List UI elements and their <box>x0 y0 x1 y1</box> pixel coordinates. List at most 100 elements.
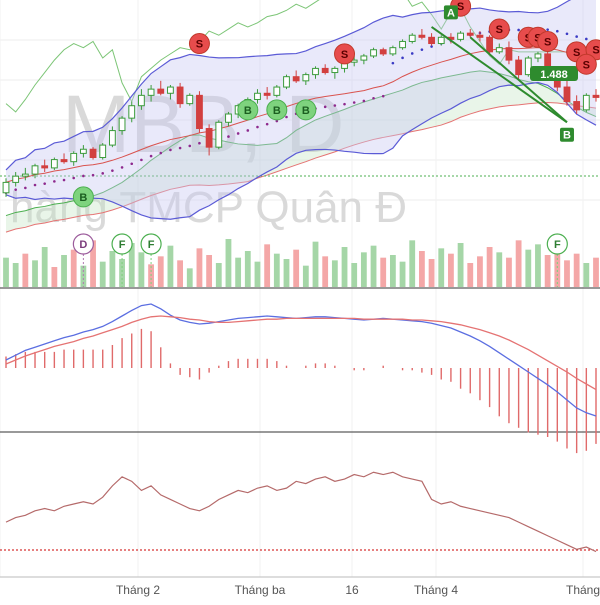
pattern-trendline <box>430 26 568 124</box>
candle-body <box>196 94 203 130</box>
candle-body <box>79 148 87 154</box>
sell-signal: S <box>537 30 559 52</box>
sar-dot <box>111 169 114 172</box>
candle <box>534 51 542 63</box>
candle <box>495 43 503 54</box>
volume-bar <box>99 261 106 287</box>
sar-dot <box>178 146 182 150</box>
volume-bar <box>61 255 67 287</box>
volume-bar <box>409 240 416 287</box>
sar-dot <box>323 105 327 109</box>
volume-bar <box>157 256 164 287</box>
candle <box>12 172 20 187</box>
sar-dot <box>227 135 230 138</box>
event-label: F <box>554 239 561 251</box>
candle <box>524 55 532 77</box>
candle-body <box>205 128 213 148</box>
volume-bar <box>312 241 319 287</box>
volume-bar <box>496 252 503 287</box>
rsi-panel <box>0 471 600 553</box>
volume-bar <box>302 265 309 287</box>
candle <box>186 93 194 106</box>
sar-dot <box>82 174 85 178</box>
candle-body <box>60 159 68 163</box>
sar-dot <box>275 119 279 123</box>
volume-bar <box>215 263 222 287</box>
candle <box>21 167 29 181</box>
sar-dot <box>585 37 588 41</box>
sar-dot <box>188 144 192 148</box>
candle-body <box>466 32 474 36</box>
candle-body <box>515 59 523 76</box>
sar-dot <box>410 52 414 55</box>
volume-bar <box>32 260 38 287</box>
candle-body <box>534 53 542 59</box>
candle-body <box>389 47 397 55</box>
x-tick-label: 16 <box>345 583 359 597</box>
candle <box>31 163 39 179</box>
buy-signal: B <box>295 99 317 121</box>
volume-bar <box>273 253 280 287</box>
candle <box>215 120 223 150</box>
signal-badge <box>537 30 559 52</box>
volume-bar <box>254 261 261 287</box>
sar-dot <box>391 61 395 65</box>
volume-bar <box>486 247 493 287</box>
candle <box>147 84 155 102</box>
sar-dot <box>556 29 559 33</box>
candle <box>167 84 174 100</box>
ichimoku-span-b <box>5 102 597 233</box>
volume-bar <box>138 252 145 287</box>
candle-body <box>147 88 155 96</box>
pattern-marker-box <box>559 127 574 142</box>
signal-label: S <box>544 36 551 48</box>
signal-label: B <box>302 105 310 117</box>
volume-bar <box>399 261 406 287</box>
candle <box>505 41 513 65</box>
event-badge <box>140 233 162 255</box>
candle <box>370 47 377 59</box>
sar-dot <box>62 178 66 182</box>
sar-dot <box>362 99 366 103</box>
candle <box>389 45 397 56</box>
signal-badge <box>575 53 597 75</box>
candle <box>128 101 136 123</box>
signal-label: S <box>573 47 580 59</box>
financial-event: F <box>140 233 162 287</box>
sar-dot <box>24 186 27 190</box>
financial-event: F <box>546 233 568 287</box>
sar-dot <box>343 102 346 106</box>
volume-bar <box>167 245 174 287</box>
candle-body <box>263 92 271 96</box>
sar-dot <box>246 129 250 132</box>
signal-badge <box>295 99 317 121</box>
event-label: D <box>79 239 87 251</box>
candle <box>108 126 116 148</box>
candle <box>437 35 445 46</box>
sar-dot <box>91 173 95 177</box>
candle-body <box>592 94 600 98</box>
volume-bar <box>506 257 512 287</box>
candle-body <box>118 117 126 132</box>
candle <box>118 116 126 135</box>
signal-label: S <box>496 24 503 36</box>
volume-bar <box>206 255 213 287</box>
signal-label: S <box>583 59 590 71</box>
buy-signal: B <box>72 186 94 208</box>
candle <box>582 93 590 112</box>
candle-body <box>505 47 513 61</box>
candle <box>399 39 406 50</box>
volume-bar <box>293 249 300 287</box>
sar-dot <box>565 32 569 36</box>
sar-dot <box>285 115 288 119</box>
signal-label: B <box>79 192 87 204</box>
volume-bar <box>351 263 358 287</box>
signal-label: S <box>592 45 599 57</box>
pattern-marker: A <box>443 5 458 20</box>
signal-badge <box>188 33 210 55</box>
event-badge <box>72 233 94 255</box>
candle-body <box>138 94 145 107</box>
sell-signal: S <box>575 53 597 75</box>
